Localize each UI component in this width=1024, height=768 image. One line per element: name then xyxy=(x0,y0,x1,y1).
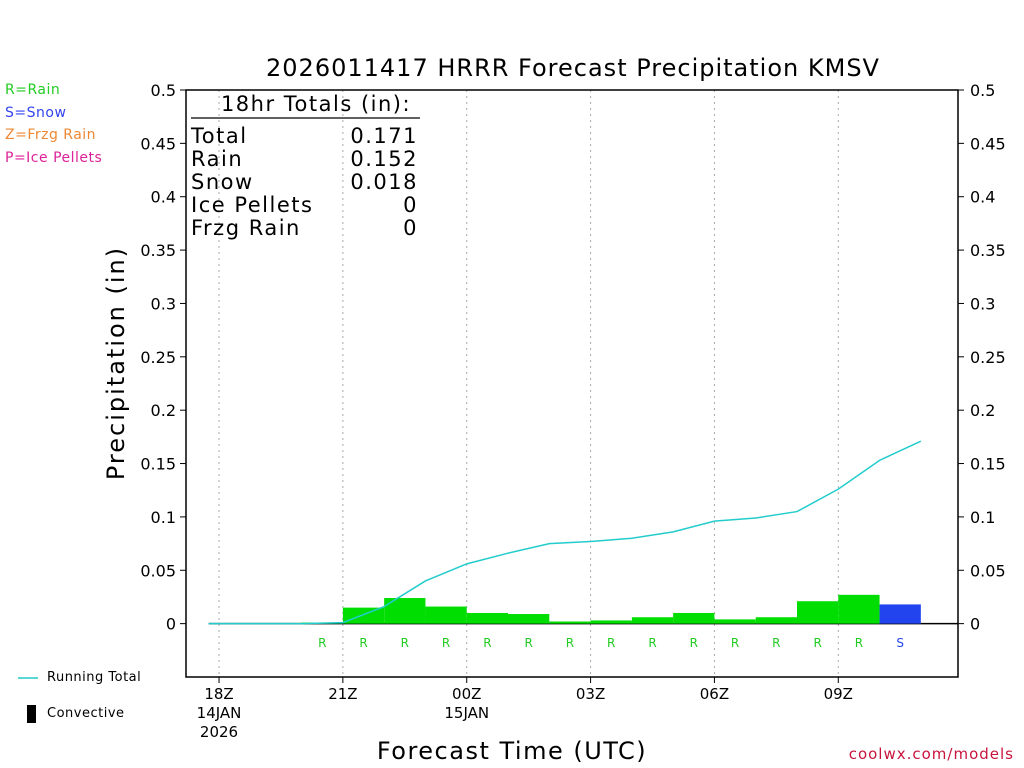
credit-text: coolwx.com/models xyxy=(848,745,1014,763)
totals-row-value: 0.152 xyxy=(350,147,418,171)
x-tick-label: 06Z xyxy=(700,685,729,703)
totals-row-label: Ice Pellets xyxy=(191,193,313,217)
totals-row-label: Snow xyxy=(191,170,254,194)
precip-bar xyxy=(549,621,591,624)
y-tick-label-right: 0.1 xyxy=(970,508,995,527)
totals-heading: 18hr Totals (in): xyxy=(221,92,411,116)
precip-type-label: R xyxy=(607,636,615,650)
y-tick-label-left: 0.2 xyxy=(151,401,176,420)
precip-type-label: R xyxy=(648,636,656,650)
totals-rows: Total 0.171 Rain 0.152 Snow 0.018 Ice Pellets 0… xyxy=(190,124,418,240)
grid-lines xyxy=(218,90,839,677)
y-tick-label-left: 0.3 xyxy=(151,294,176,313)
precip-bar xyxy=(879,604,921,624)
x-tick-label: 2026 xyxy=(200,723,238,741)
totals-row-label: Rain xyxy=(191,147,243,171)
precip-bar xyxy=(796,601,839,624)
y-tick-label-left: 0.45 xyxy=(140,134,176,153)
precip-type-label: R xyxy=(855,636,863,650)
precip-type-label: R xyxy=(359,636,367,650)
precip-bar xyxy=(590,620,632,624)
y-tick-label-left: 0 xyxy=(166,615,176,634)
y-tick-label-right: 0.25 xyxy=(970,348,1006,367)
y-tick-label-left: 0.15 xyxy=(140,455,176,474)
y-tick-label-left: 0.25 xyxy=(140,348,176,367)
y-tick-label-right: 0.5 xyxy=(970,81,995,100)
precip-bar xyxy=(838,594,880,624)
y-tick-label-right: 0.45 xyxy=(970,134,1006,153)
y-tick-label-right: 0.35 xyxy=(970,241,1006,260)
y-tick-label-left: 0.5 xyxy=(151,81,176,100)
plot-frame xyxy=(185,89,959,678)
totals-row-value: 0 xyxy=(403,193,418,217)
precip-type-label: R xyxy=(566,636,574,650)
precip-type-label: S xyxy=(896,636,904,650)
totals-row-value: 0.171 xyxy=(350,124,418,148)
running-total-polyline xyxy=(208,440,922,625)
convective-legend-label: Convective xyxy=(47,706,125,721)
precip-type-label: R xyxy=(442,636,450,650)
x-tick-label: 15JAN xyxy=(444,704,489,722)
precip-type-legend-item: Z=Frzg Rain xyxy=(5,127,97,143)
x-tick-label: 14JAN xyxy=(197,704,242,722)
precip-bar xyxy=(755,617,797,624)
precip-type-label: R xyxy=(483,636,491,650)
precip-bar xyxy=(342,607,385,624)
precip-bar xyxy=(425,606,467,624)
precip-type-label: R xyxy=(524,636,532,650)
precip-bar xyxy=(673,612,715,624)
totals-row-value: 0.018 xyxy=(350,170,418,194)
precip-type-legend-item: S=Snow xyxy=(5,104,67,121)
precip-type-label: R xyxy=(772,636,780,650)
convective-legend-swatch xyxy=(27,705,36,723)
x-tick-label: 09Z xyxy=(824,685,853,703)
y-axis-ticks: 0 00.05 0.050.1 0.10.15 0.150.2 0.20.25 0.250.… xyxy=(140,81,1005,634)
x-axis-title: Forecast Time (UTC) xyxy=(377,737,647,765)
y-tick-label-left: 0.05 xyxy=(140,561,176,580)
x-tick-label: 21Z xyxy=(328,685,357,703)
totals-row-label: Frzg Rain xyxy=(191,216,301,240)
y-tick-label-right: 0.15 xyxy=(970,455,1006,474)
precip-type-label: R xyxy=(813,636,821,650)
y-tick-label-right: 0 xyxy=(970,615,980,634)
y-tick-label-left: 0.35 xyxy=(140,241,176,260)
y-axis-title: Precipitation (in) xyxy=(102,246,130,480)
precip-bar xyxy=(508,614,550,624)
precip-type-legend-item: R=Rain xyxy=(5,82,61,98)
y-tick-label-left: 0.4 xyxy=(151,188,176,207)
y-tick-label-right: 0.05 xyxy=(970,561,1006,580)
totals-row-label: Total xyxy=(190,124,248,148)
y-tick-label-right: 0.4 xyxy=(970,188,995,207)
y-tick-label-left: 0.1 xyxy=(151,508,176,527)
bottom-legend-symbols xyxy=(18,677,38,723)
precip-type-label: R xyxy=(401,636,409,650)
x-tick-label: 03Z xyxy=(576,685,605,703)
precip-type-label: R xyxy=(731,636,739,650)
y-tick-label-right: 0.3 xyxy=(970,294,995,313)
precip-bar xyxy=(631,617,674,624)
running-total-line xyxy=(208,440,922,625)
totals-box: 18hr Totals (in): Total 0.171 Rain 0.152 Sno… xyxy=(190,92,420,240)
precip-bar xyxy=(714,619,756,624)
precip-bar xyxy=(466,612,509,624)
running-total-legend-label: Running Total xyxy=(47,670,142,685)
x-tick-label: 00Z xyxy=(452,685,481,703)
precip-type-label: R xyxy=(690,636,698,650)
y-tick-label-right: 0.2 xyxy=(970,401,995,420)
totals-row-value: 0 xyxy=(403,216,418,240)
precip-type-legend-item: P=Ice Pellets xyxy=(5,149,103,166)
x-tick-label: 18Z xyxy=(204,685,233,703)
chart-title: 2026011417 HRRR Forecast Precipitation K… xyxy=(266,54,880,82)
precip-type-label: R xyxy=(318,636,326,650)
